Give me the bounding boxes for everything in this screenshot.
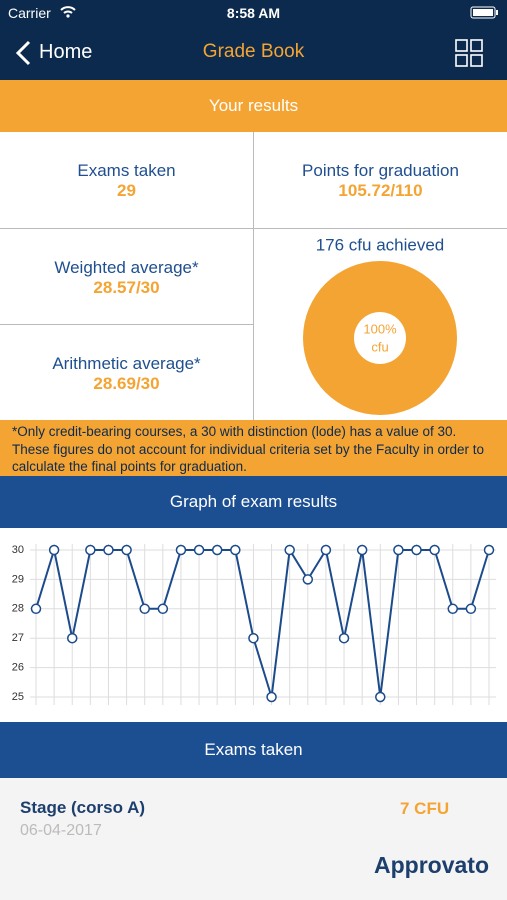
y-tick-label: 28 xyxy=(12,603,24,615)
time: 8:58 AM xyxy=(226,5,281,21)
point xyxy=(230,544,241,556)
point xyxy=(121,544,132,556)
pie-hole xyxy=(354,312,406,364)
point xyxy=(248,632,259,644)
exam-date: 06-04-2017 xyxy=(20,822,102,839)
top-bar xyxy=(0,0,507,80)
back-chevron[interactable] xyxy=(14,40,34,66)
wifi-icon xyxy=(60,6,76,18)
point xyxy=(266,691,277,703)
exam-graph: 25 26 27 28 29 30 xyxy=(12,544,496,705)
point xyxy=(85,544,96,556)
point xyxy=(211,544,223,556)
nav-title: Grade Book xyxy=(202,41,305,62)
point xyxy=(465,603,477,615)
point xyxy=(139,603,150,615)
point xyxy=(157,603,169,615)
divider xyxy=(0,228,507,229)
center-label: cfu xyxy=(371,339,388,354)
point xyxy=(175,544,187,556)
footnote: *Only credit-bearing courses, a 30 with … xyxy=(0,420,507,476)
point xyxy=(447,603,459,615)
stat-value: 28.57/30 xyxy=(93,278,160,297)
point xyxy=(103,544,114,556)
stat-label: Points for graduation xyxy=(302,161,459,180)
y-tick-label: 30 xyxy=(12,544,24,556)
divider xyxy=(0,324,253,325)
point xyxy=(411,544,422,556)
point xyxy=(284,544,295,556)
point xyxy=(320,544,332,556)
exam-credits: 7 CFU xyxy=(400,799,450,818)
stat-label: Weighted average* xyxy=(54,258,199,277)
carrier: Carrier xyxy=(8,5,51,21)
point xyxy=(30,603,42,615)
battery-icon xyxy=(470,6,498,19)
point xyxy=(356,544,368,556)
exam-item[interactable] xyxy=(0,778,507,900)
point xyxy=(302,574,314,585)
line xyxy=(35,547,490,698)
exam-name: Stage (corso A) xyxy=(20,798,146,817)
point xyxy=(66,632,78,644)
y-tick-label: 27 xyxy=(12,632,24,644)
pie-title: 176 cfu achieved xyxy=(316,235,445,254)
results-header: Your results xyxy=(0,80,507,132)
cfu-chart: 176 cfu achieved 100% cfu xyxy=(303,235,457,415)
value-label: 100% xyxy=(363,321,397,336)
point xyxy=(429,544,440,556)
exams-header: Exams taken xyxy=(0,722,507,778)
point xyxy=(338,632,350,644)
stat-value: 28.69/30 xyxy=(93,374,160,393)
divider xyxy=(253,132,254,420)
stat-label: Exams taken xyxy=(77,161,176,180)
grid-icon[interactable] xyxy=(455,39,483,67)
exam-status: Approvato xyxy=(374,852,489,878)
stat-label: Arithmetic average* xyxy=(52,354,201,373)
y-tick-label: 25 xyxy=(12,691,24,703)
point xyxy=(393,544,404,556)
point xyxy=(483,544,495,556)
point xyxy=(193,544,205,556)
point xyxy=(48,544,60,556)
stat-value: 105.72/110 xyxy=(338,181,423,200)
graph-header: Graph of exam results xyxy=(0,476,507,528)
point xyxy=(375,691,386,703)
stat-value: 29 xyxy=(117,181,136,200)
y-tick-label: 26 xyxy=(12,662,24,674)
back-button[interactable]: Home xyxy=(39,41,93,63)
y-tick-label: 29 xyxy=(12,573,24,585)
